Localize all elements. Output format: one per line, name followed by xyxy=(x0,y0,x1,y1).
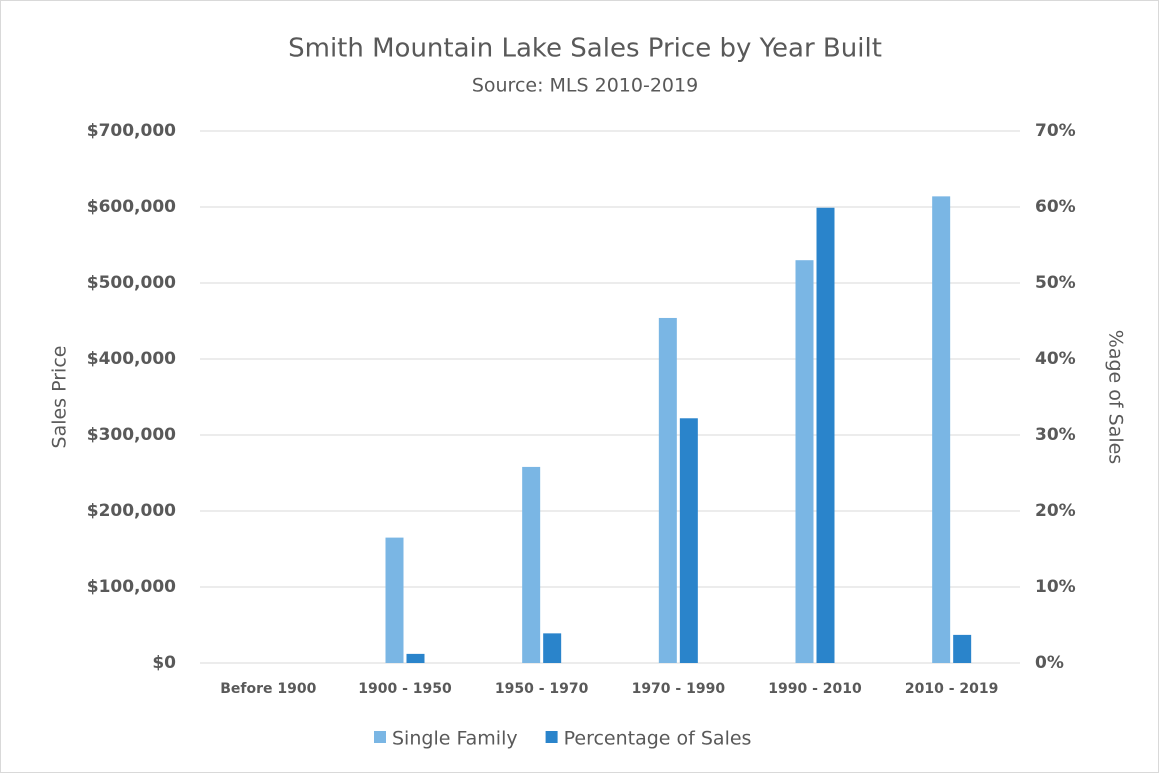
bar xyxy=(385,537,404,663)
y2-axis-title: %age of Sales xyxy=(1105,330,1127,464)
bar xyxy=(795,260,814,663)
y2-tick-label: 0% xyxy=(1035,653,1064,673)
x-tick-label: 1900 - 1950 xyxy=(358,681,452,697)
y-tick-label: $400,000 xyxy=(87,349,176,369)
y-tick-label: $0 xyxy=(152,653,176,673)
bar xyxy=(658,317,677,663)
y-tick-label: $500,000 xyxy=(87,273,176,293)
y2-tick-label: 20% xyxy=(1035,501,1076,521)
y-tick-label: $300,000 xyxy=(87,425,176,445)
legend-label: Single Family xyxy=(392,728,518,750)
legend-swatch xyxy=(545,731,558,743)
bar xyxy=(522,466,541,663)
legend-swatch xyxy=(374,731,386,743)
y2-tick-label: 50% xyxy=(1035,273,1076,293)
x-tick-label: 1970 - 1990 xyxy=(632,681,726,697)
y-tick-label: $200,000 xyxy=(87,501,176,521)
x-tick-label: 1990 - 2010 xyxy=(768,681,862,697)
y2-tick-label: 10% xyxy=(1035,577,1076,597)
y2-tick-label: 40% xyxy=(1035,349,1076,369)
bar xyxy=(953,634,972,663)
y-axis-title: Sales Price xyxy=(49,346,71,449)
y2-tick-label: 70% xyxy=(1035,121,1076,141)
y2-tick-label: 60% xyxy=(1035,197,1076,217)
chart-subtitle: Source: MLS 2010-2019 xyxy=(472,75,698,97)
bar xyxy=(679,418,698,663)
chart-title: Smith Mountain Lake Sales Price by Year … xyxy=(288,34,882,64)
x-tick-label: 1950 - 1970 xyxy=(495,681,589,697)
x-tick-label: 2010 - 2019 xyxy=(905,681,999,697)
x-tick-label: Before 1900 xyxy=(220,681,316,697)
bar xyxy=(406,653,425,663)
y2-tick-label: 30% xyxy=(1035,425,1076,445)
bar xyxy=(543,633,562,663)
bar xyxy=(816,207,835,663)
legend-label: Percentage of Sales xyxy=(564,728,752,750)
y-tick-label: $600,000 xyxy=(87,197,176,217)
y-tick-label: $700,000 xyxy=(87,121,176,141)
bar xyxy=(932,196,951,664)
y-tick-label: $100,000 xyxy=(87,577,176,597)
